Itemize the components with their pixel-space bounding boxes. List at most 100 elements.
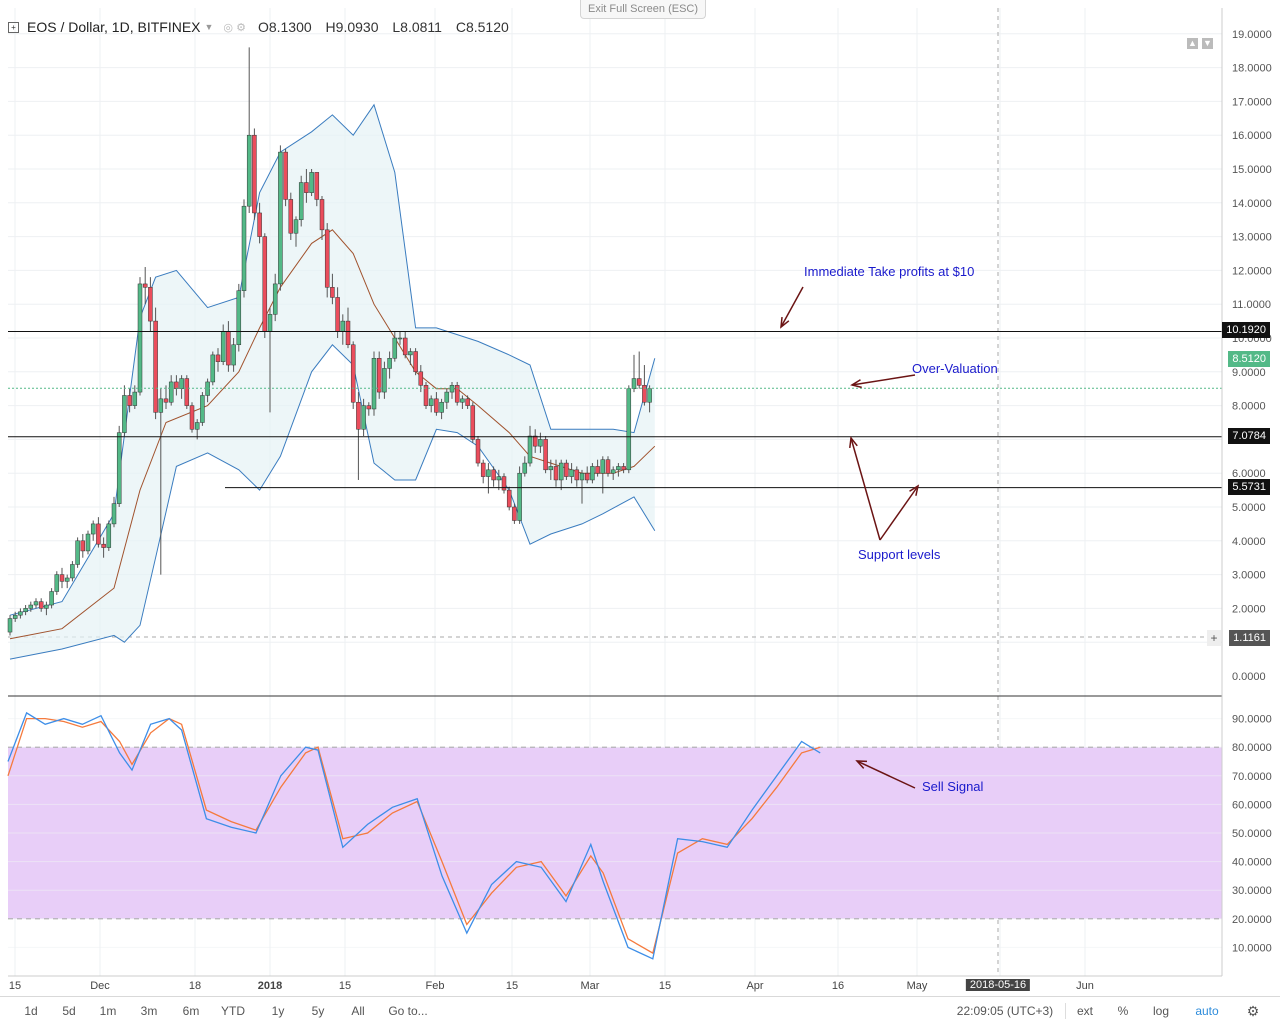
price-tick-label: 13.0000 (1232, 232, 1272, 244)
candle (158, 388, 164, 575)
arrow-shaft (850, 437, 881, 541)
candle-body (335, 297, 340, 332)
candle-body (179, 378, 184, 389)
candle (215, 348, 221, 372)
sell-signal-annotation: Sell Signal (922, 779, 984, 794)
symbol-title[interactable]: EOS / Dollar, 1D, BITFINEX (27, 19, 201, 35)
range-button-3m[interactable]: 3m (140, 1004, 158, 1018)
candle (387, 351, 392, 379)
range-button-6m[interactable]: 6m (182, 1004, 200, 1018)
candle (408, 348, 413, 366)
candle-body (252, 134, 257, 214)
ext-toggle[interactable]: ext (1076, 1004, 1093, 1018)
chevron-down-icon[interactable]: ▼ (204, 22, 214, 32)
candle-body (496, 476, 502, 481)
axes: 19.0000 18.0000 17.0000 16.0000 15.0000 14.00… (8, 8, 1272, 977)
candle (309, 169, 314, 197)
take-profit-arrow (780, 286, 804, 329)
stochastic-tick-label: 40.0000 (1232, 857, 1272, 869)
range-button-5y[interactable]: 5y (311, 1004, 325, 1018)
candle-body (111, 503, 117, 525)
candle-body (631, 378, 637, 389)
candle (137, 277, 143, 396)
candle (584, 466, 590, 484)
price-pane (7, 47, 1222, 660)
candle-body (366, 405, 372, 410)
candle-body (283, 151, 288, 200)
exit-fullscreen-button[interactable]: Exit Full Screen (ESC) (580, 0, 706, 19)
arrow-head (849, 436, 858, 449)
candle (527, 425, 533, 467)
candle-body (491, 469, 496, 481)
candle-body (350, 344, 356, 403)
price-tick-label: 17.0000 (1232, 96, 1272, 108)
range-button-all[interactable]: All (351, 1004, 365, 1018)
candle (631, 354, 637, 393)
goto-button[interactable]: Go to... (388, 1004, 428, 1018)
time-tick-label: May (906, 980, 928, 992)
candle (153, 307, 158, 420)
time-tick-label: 16 (831, 980, 845, 992)
candle-body (564, 462, 569, 477)
candle (522, 456, 528, 477)
candle-body (553, 466, 559, 481)
candle-body (444, 391, 450, 403)
candle-body (278, 151, 283, 285)
candle (574, 466, 580, 487)
log-toggle[interactable]: log (1152, 1004, 1169, 1018)
pane-controls[interactable]: ▲ ▼ (1187, 33, 1217, 51)
stochastic-tick-label: 60.0000 (1232, 799, 1272, 811)
candle-body (600, 459, 606, 474)
price-tick-label: 6.0000 (1232, 468, 1266, 480)
candle (465, 395, 470, 409)
candle-body (127, 395, 132, 406)
candle (480, 459, 486, 484)
candle-body (532, 435, 538, 447)
candle-body (486, 469, 491, 477)
range-button-1y[interactable]: 1y (271, 1004, 285, 1018)
candle (54, 571, 60, 595)
candle (460, 395, 465, 409)
candle (257, 202, 262, 244)
candle-body (220, 330, 226, 362)
time-tick-label: Feb (425, 980, 445, 992)
expand-icon[interactable]: + (8, 21, 19, 33)
candle (168, 375, 174, 406)
range-button-ytd[interactable]: YTD (221, 1004, 245, 1018)
candle-body (522, 462, 528, 474)
candle (371, 351, 377, 416)
crosshair-plus-icon[interactable]: + (1207, 630, 1221, 646)
visibility-icons[interactable]: ◎ ⚙ (223, 21, 246, 34)
resistance-price-tag: 10.1920 (1222, 322, 1270, 338)
high-value: H9.0930 (325, 19, 379, 35)
auto-toggle[interactable]: auto (1195, 1004, 1219, 1018)
stochastic-tick-label: 90.0000 (1232, 714, 1272, 726)
maximize-pane-icon[interactable]: ▲ (1187, 38, 1198, 49)
candle (569, 463, 574, 484)
stochastic-tick-label: 70.0000 (1232, 771, 1272, 783)
candle-body (12, 614, 18, 619)
gear-icon[interactable]: ⚙ (1246, 1003, 1260, 1019)
candle-body (361, 405, 366, 430)
candle-body (85, 533, 91, 552)
candle (122, 385, 127, 437)
candle (101, 537, 106, 558)
candle-body (517, 472, 522, 521)
candle-body (610, 469, 616, 474)
arrow-shaft (851, 374, 916, 386)
candle-body (605, 459, 611, 474)
ohlc-values: O8.1300 H9.0930 L8.0811 C8.5120 (258, 19, 519, 35)
price-tick-label: 12.0000 (1232, 265, 1272, 277)
candle (579, 469, 585, 504)
sell-signal-arrow (855, 760, 916, 789)
range-button-1d[interactable]: 1d (24, 1004, 38, 1018)
range-button-1m[interactable]: 1m (99, 1004, 117, 1018)
percent-toggle[interactable]: % (1117, 1004, 1129, 1018)
candle-body (231, 344, 236, 366)
candle (434, 392, 439, 416)
candle (148, 277, 153, 332)
candle (246, 47, 252, 213)
collapse-pane-icon[interactable]: ▼ (1202, 38, 1213, 49)
range-button-5d[interactable]: 5d (62, 1004, 76, 1018)
